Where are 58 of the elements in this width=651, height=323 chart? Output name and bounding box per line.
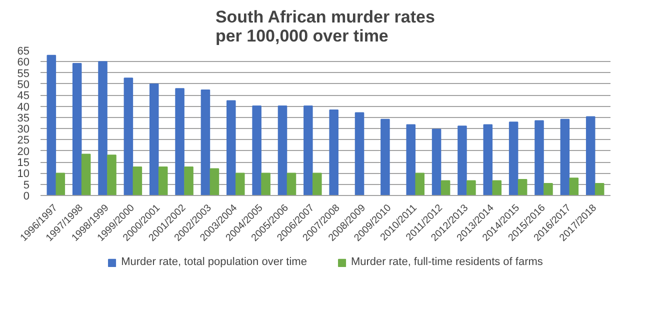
bar: [210, 168, 220, 196]
y-tick-label: 25: [17, 134, 30, 147]
bar: [252, 106, 262, 196]
bar: [440, 180, 450, 196]
bar: [175, 88, 184, 196]
bar: [466, 180, 476, 196]
bar: [518, 178, 528, 196]
y-tick-label: 55: [17, 68, 30, 80]
bar: [312, 172, 322, 196]
bar: [508, 122, 518, 196]
y-tick-label: 65: [17, 46, 30, 58]
bar: [56, 172, 66, 196]
bar: [432, 128, 442, 196]
y-tick-label: 40: [17, 101, 30, 114]
bar: [458, 126, 467, 196]
bar: [226, 100, 236, 196]
bar: [534, 120, 544, 196]
bar: [569, 178, 579, 196]
y-tick-label: 30: [17, 124, 30, 136]
y-tick-label: 10: [17, 168, 30, 180]
bar: [149, 83, 159, 196]
bar: [158, 166, 168, 196]
y-tick-label: 50: [17, 78, 30, 91]
bar: [354, 112, 364, 196]
y-tick-label: 20: [17, 146, 30, 158]
bar: [81, 154, 91, 196]
bar: [483, 124, 493, 196]
bar: [184, 166, 194, 196]
bar: [594, 182, 604, 196]
y-tick-label: 35: [17, 112, 30, 124]
bar: [544, 182, 553, 196]
legend-label: Murder rate, full-time residents of farms: [350, 256, 543, 268]
bar: [261, 172, 270, 196]
bar: [98, 61, 108, 196]
y-tick-label: 0: [23, 190, 30, 202]
bar: [329, 110, 338, 196]
bar: [278, 106, 288, 196]
bar: [46, 54, 56, 196]
y-tick-label: 5: [23, 179, 30, 192]
bar: [304, 106, 313, 196]
bar: [406, 124, 416, 196]
bar: [380, 118, 390, 196]
y-tick-label: 60: [17, 56, 30, 69]
bar: [492, 180, 502, 196]
bar: [286, 172, 296, 196]
bar: [124, 78, 134, 196]
legend-label: Murder rate, total population over time: [121, 256, 307, 268]
chart-title: South African murder rates per 100,000 over time: [215, 8, 435, 46]
bar: [560, 118, 570, 196]
bar: [132, 166, 142, 196]
y-tick-label: 45: [17, 90, 30, 102]
bar: [586, 116, 596, 196]
bar: [415, 172, 424, 196]
bar: [107, 154, 116, 196]
bar: [200, 89, 210, 196]
y-tick-label: 15: [17, 157, 30, 170]
bar: [235, 172, 245, 196]
bar: [72, 62, 82, 196]
